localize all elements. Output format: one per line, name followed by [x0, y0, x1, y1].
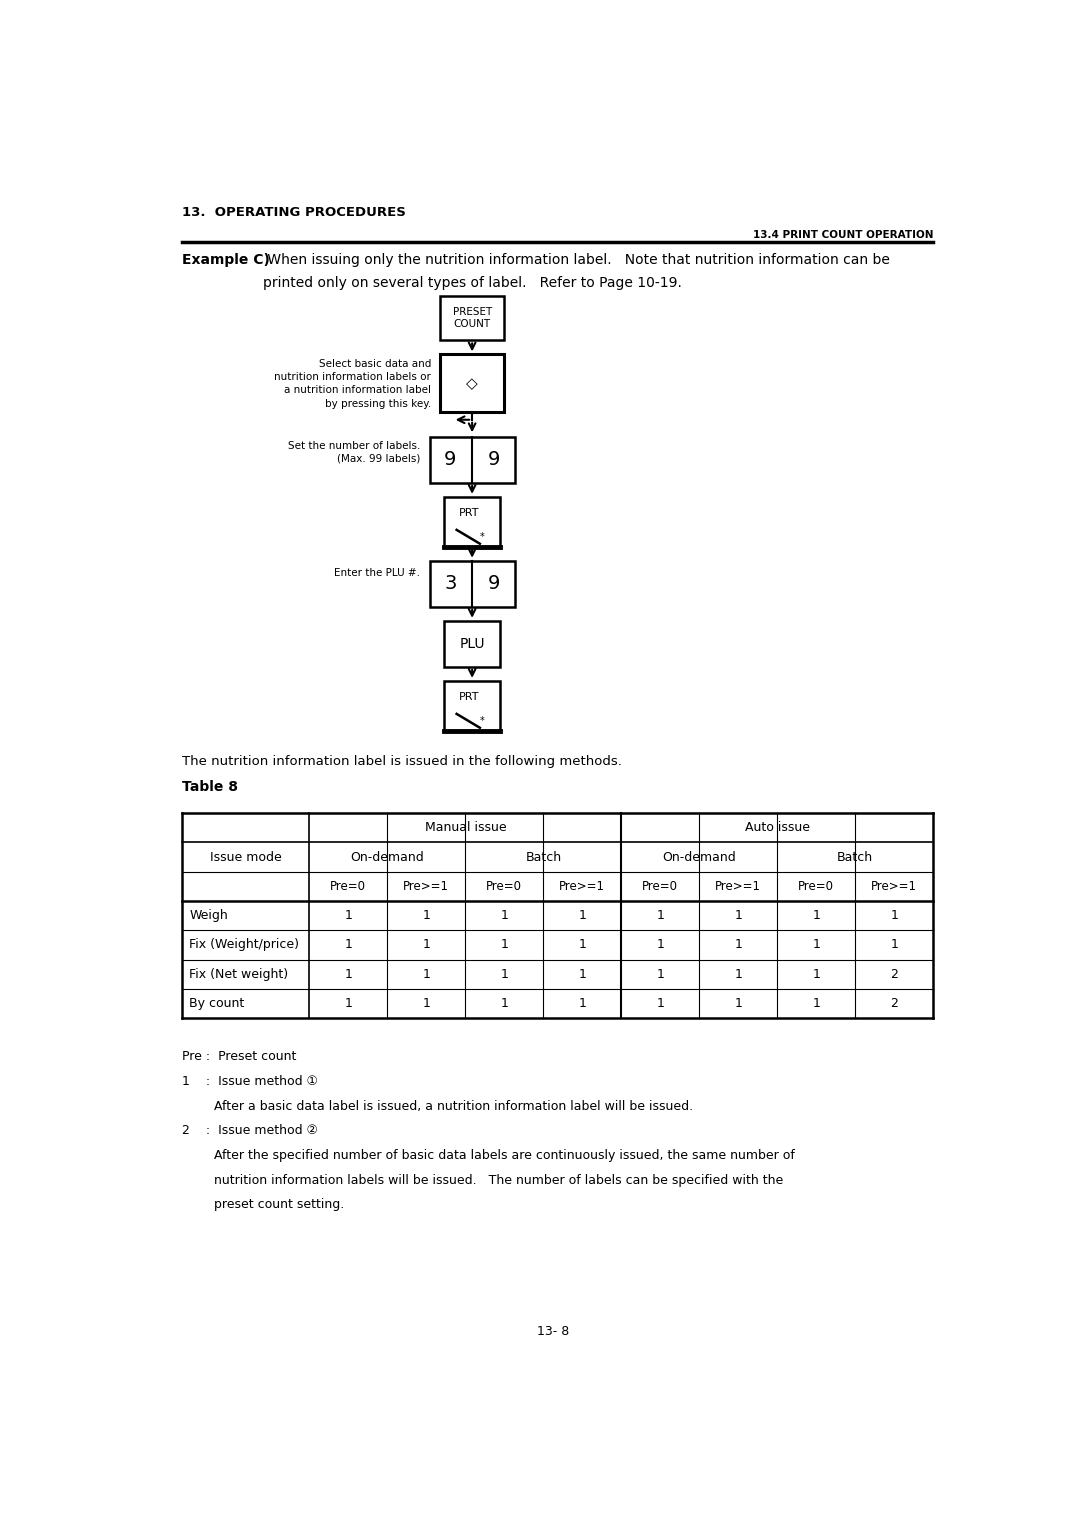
Text: 1: 1	[890, 938, 899, 952]
Bar	[441, 354, 504, 413]
Text: 1: 1	[500, 909, 509, 921]
Text: 9: 9	[488, 451, 500, 469]
Text: 9: 9	[444, 451, 457, 469]
Text: 1: 1	[812, 996, 820, 1010]
Text: 2: 2	[890, 967, 899, 981]
Text: 1    :  Issue method ①: 1 : Issue method ①	[181, 1076, 318, 1088]
Text: Manual issue: Manual issue	[424, 822, 507, 834]
Text: Batch: Batch	[837, 851, 874, 863]
Text: 1: 1	[579, 938, 586, 952]
Text: Fix (Weight/price): Fix (Weight/price)	[189, 938, 299, 952]
Text: 1: 1	[812, 909, 820, 921]
Text: On-demand: On-demand	[351, 851, 424, 863]
Text: 1: 1	[812, 967, 820, 981]
Text: Select basic data and
nutrition information labels or
a nutrition information la: Select basic data and nutrition informat…	[274, 359, 431, 408]
Bar	[441, 296, 504, 341]
Text: 1: 1	[500, 996, 509, 1010]
Text: By count: By count	[189, 996, 244, 1010]
Text: Example C): Example C)	[181, 252, 269, 267]
Text: 13.  OPERATING PROCEDURES: 13. OPERATING PROCEDURES	[181, 206, 405, 220]
Text: Issue mode: Issue mode	[210, 851, 281, 863]
Text: Pre=0: Pre=0	[330, 880, 366, 892]
Text: On-demand: On-demand	[662, 851, 737, 863]
Text: 9: 9	[488, 575, 500, 593]
Text: 1: 1	[345, 967, 352, 981]
Text: 3: 3	[444, 575, 457, 593]
Text: 1: 1	[657, 967, 664, 981]
Text: PRESET
COUNT: PRESET COUNT	[453, 307, 491, 330]
Text: 1: 1	[500, 967, 509, 981]
Text: Pre :  Preset count: Pre : Preset count	[181, 1050, 296, 1063]
Text: 1: 1	[579, 909, 586, 921]
Text: nutrition information labels will be issued.   The number of labels can be speci: nutrition information labels will be iss…	[181, 1174, 783, 1187]
Text: 1: 1	[422, 938, 430, 952]
Text: Pre=0: Pre=0	[486, 880, 523, 892]
Text: ◇: ◇	[467, 376, 478, 391]
Text: 1: 1	[890, 909, 899, 921]
Text: 1: 1	[500, 938, 509, 952]
Text: preset count setting.: preset count setting.	[181, 1198, 343, 1212]
Text: Pre=0: Pre=0	[643, 880, 678, 892]
Text: 13.4 PRINT COUNT OPERATION: 13.4 PRINT COUNT OPERATION	[753, 229, 933, 240]
Text: Auto issue: Auto issue	[745, 822, 810, 834]
Text: After the specified number of basic data labels are continuously issued, the sam: After the specified number of basic data…	[181, 1149, 795, 1161]
Text: Pre=0: Pre=0	[798, 880, 834, 892]
Bar	[444, 681, 500, 730]
Text: PRT: PRT	[459, 507, 480, 518]
Text: PLU: PLU	[459, 637, 485, 651]
Text: printed only on several types of label.   Refer to Page 10-19.: printed only on several types of label. …	[262, 275, 681, 290]
Text: Set the number of labels.
(Max. 99 labels): Set the number of labels. (Max. 99 label…	[288, 440, 420, 463]
Text: *: *	[480, 717, 485, 726]
Text: 1: 1	[657, 996, 664, 1010]
Text: Pre>=1: Pre>=1	[715, 880, 761, 892]
Text: 1: 1	[579, 996, 586, 1010]
Text: 1: 1	[734, 996, 742, 1010]
Text: 1: 1	[657, 938, 664, 952]
Text: Pre>=1: Pre>=1	[403, 880, 449, 892]
Text: Pre>=1: Pre>=1	[872, 880, 917, 892]
Text: 1: 1	[734, 967, 742, 981]
Text: *: *	[480, 532, 485, 542]
Bar	[430, 437, 515, 483]
Text: 1: 1	[345, 938, 352, 952]
Text: 1: 1	[345, 996, 352, 1010]
Text: Table 8: Table 8	[181, 781, 238, 795]
Text: 1: 1	[579, 967, 586, 981]
Text: Pre>=1: Pre>=1	[559, 880, 605, 892]
Text: 1: 1	[812, 938, 820, 952]
Text: 13- 8: 13- 8	[538, 1325, 569, 1339]
Text: 1: 1	[734, 909, 742, 921]
Text: The nutrition information label is issued in the following methods.: The nutrition information label is issue…	[181, 755, 621, 769]
Text: 1: 1	[422, 967, 430, 981]
Text: 1: 1	[345, 909, 352, 921]
Text: When issuing only the nutrition information label.   Note that nutrition informa: When issuing only the nutrition informat…	[262, 252, 890, 267]
Text: After a basic data label is issued, a nutrition information label will be issued: After a basic data label is issued, a nu…	[181, 1100, 692, 1112]
Text: 1: 1	[734, 938, 742, 952]
Text: Fix (Net weight): Fix (Net weight)	[189, 967, 288, 981]
Text: 2: 2	[890, 996, 899, 1010]
Text: 1: 1	[422, 996, 430, 1010]
Text: PRT: PRT	[459, 692, 480, 701]
Bar	[444, 497, 500, 547]
Text: 1: 1	[657, 909, 664, 921]
Bar	[430, 561, 515, 607]
Text: Enter the PLU #.: Enter the PLU #.	[334, 568, 420, 579]
Text: 1: 1	[422, 909, 430, 921]
Text: Batch: Batch	[525, 851, 562, 863]
Text: 2    :  Issue method ②: 2 : Issue method ②	[181, 1125, 318, 1137]
Bar	[444, 620, 500, 666]
Text: Weigh: Weigh	[189, 909, 228, 921]
